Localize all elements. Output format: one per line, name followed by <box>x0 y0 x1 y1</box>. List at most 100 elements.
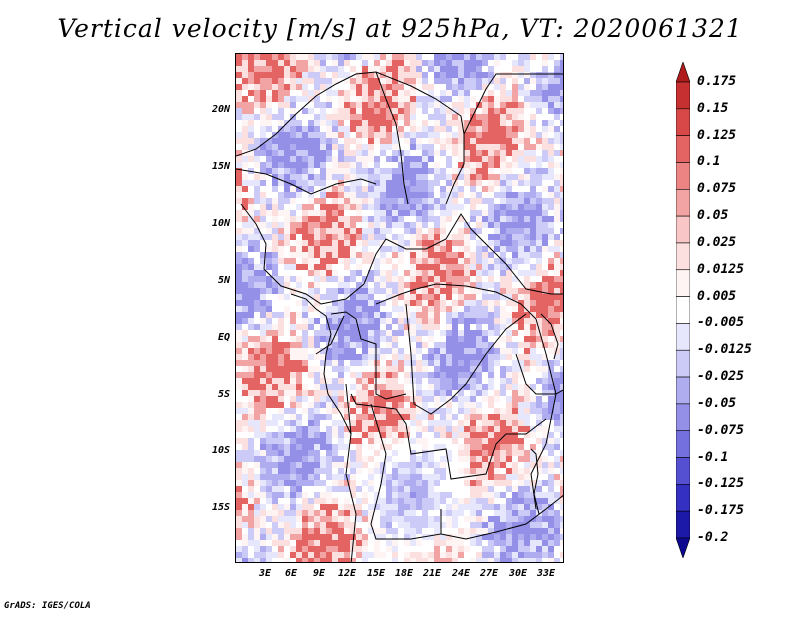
field-cell <box>278 156 284 162</box>
field-cell <box>380 144 386 150</box>
field-cell <box>254 72 260 78</box>
field-cell <box>428 276 434 282</box>
field-cell <box>254 234 260 240</box>
field-cell <box>404 498 410 504</box>
field-cell <box>530 324 536 330</box>
field-cell <box>320 474 326 480</box>
field-cell <box>482 114 488 120</box>
field-cell <box>248 162 254 168</box>
field-cell <box>464 138 470 144</box>
field-cell <box>374 246 380 252</box>
field-cell <box>290 198 296 204</box>
field-cell <box>524 498 530 504</box>
field-cell <box>506 528 512 534</box>
field-cell <box>362 294 368 300</box>
field-cell <box>350 84 356 90</box>
field-cell <box>302 546 308 552</box>
field-cell <box>476 324 482 330</box>
field-cell <box>278 288 284 294</box>
field-cell <box>386 480 392 486</box>
field-cell <box>506 444 512 450</box>
field-cell <box>362 384 368 390</box>
field-cell <box>254 288 260 294</box>
field-cell <box>536 228 542 234</box>
field-cell <box>236 240 242 246</box>
field-cell <box>302 186 308 192</box>
field-cell <box>482 150 488 156</box>
field-cell <box>356 468 362 474</box>
field-cell <box>428 102 434 108</box>
field-cell <box>338 72 344 78</box>
field-cell <box>320 270 326 276</box>
field-cell <box>374 462 380 468</box>
field-cell <box>422 186 428 192</box>
field-cell <box>428 222 434 228</box>
field-cell <box>242 426 248 432</box>
field-cell <box>260 270 266 276</box>
field-cell <box>512 210 518 216</box>
field-cell <box>428 252 434 258</box>
field-cell <box>314 516 320 522</box>
field-cell <box>254 372 260 378</box>
field-cell <box>536 150 542 156</box>
field-cell <box>530 252 536 258</box>
field-cell <box>368 204 374 210</box>
colorbar-segment <box>676 376 690 405</box>
field-cell <box>392 222 398 228</box>
field-cell <box>344 498 350 504</box>
field-cell <box>302 384 308 390</box>
field-cell <box>470 312 476 318</box>
field-cell <box>446 396 452 402</box>
field-cell <box>368 480 374 486</box>
field-cell <box>488 108 494 114</box>
field-cell <box>350 474 356 480</box>
field-cell <box>254 156 260 162</box>
field-cell <box>254 504 260 510</box>
field-cell <box>308 558 314 562</box>
field-cell <box>386 462 392 468</box>
field-cell <box>482 294 488 300</box>
field-cell <box>434 132 440 138</box>
field-cell <box>434 402 440 408</box>
field-cell <box>314 234 320 240</box>
field-cell <box>524 522 530 528</box>
field-cell <box>254 138 260 144</box>
field-cell <box>260 444 266 450</box>
colorbar-segment <box>676 81 690 110</box>
field-cell <box>512 300 518 306</box>
field-cell <box>302 558 308 562</box>
field-cell <box>452 480 458 486</box>
field-cell <box>446 492 452 498</box>
field-cell <box>260 504 266 510</box>
field-cell <box>332 78 338 84</box>
field-cell <box>242 438 248 444</box>
field-cell <box>302 132 308 138</box>
field-cell <box>488 516 494 522</box>
field-cell <box>524 138 530 144</box>
field-cell <box>398 150 404 156</box>
field-cell <box>272 306 278 312</box>
field-cell <box>524 228 530 234</box>
field-cell <box>464 192 470 198</box>
field-cell <box>470 480 476 486</box>
field-cell <box>428 372 434 378</box>
field-cell <box>440 312 446 318</box>
field-cell <box>434 222 440 228</box>
field-cell <box>440 396 446 402</box>
field-cell <box>476 210 482 216</box>
field-cell <box>470 468 476 474</box>
field-cell <box>494 342 500 348</box>
field-cell <box>458 60 464 66</box>
field-cell <box>404 390 410 396</box>
field-cell <box>296 234 302 240</box>
field-cell <box>422 450 428 456</box>
field-cell <box>518 486 524 492</box>
field-cell <box>464 252 470 258</box>
field-cell <box>440 252 446 258</box>
field-cell <box>374 192 380 198</box>
field-cell <box>302 276 308 282</box>
field-cell <box>488 396 494 402</box>
field-cell <box>542 78 548 84</box>
field-cell <box>458 360 464 366</box>
field-cell <box>308 240 314 246</box>
